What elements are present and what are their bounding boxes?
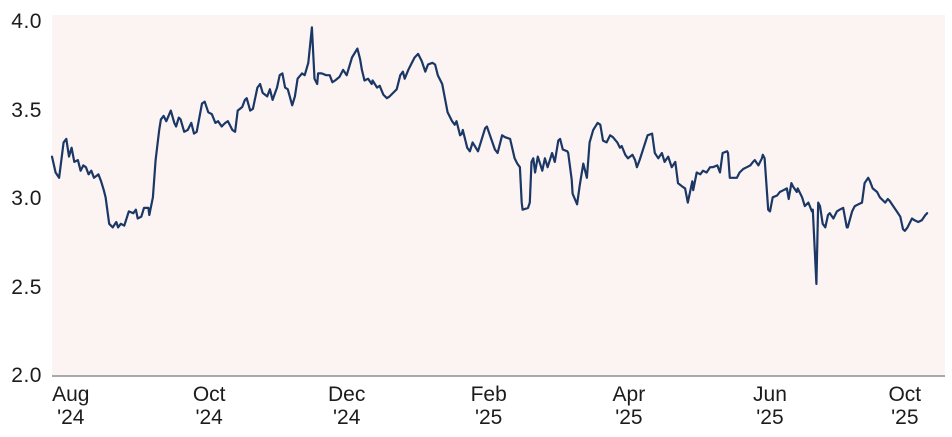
x-tick-year: '24 xyxy=(57,406,85,429)
x-tick-month: Oct xyxy=(888,383,922,406)
x-tick-year: '24 xyxy=(195,406,223,429)
y-tick-label: 2.0 xyxy=(11,364,42,387)
x-tick-year: '25 xyxy=(756,406,784,429)
x-tick-label: Dec '24 xyxy=(305,383,389,429)
x-tick-month: Jun xyxy=(753,383,787,406)
y-tick-label: 2.5 xyxy=(11,275,42,299)
series-svg xyxy=(50,26,929,286)
x-tick-month: Apr xyxy=(612,383,646,406)
y-tick-label: 3.5 xyxy=(11,98,42,122)
plot-area xyxy=(52,15,945,376)
x-tick-year: '25 xyxy=(474,406,503,429)
x-tick-month: Feb xyxy=(470,383,507,406)
x-tick-label: Feb '25 xyxy=(447,383,531,429)
y-tick-label: 4.0 xyxy=(11,10,42,34)
x-tick-month: Aug xyxy=(52,383,90,406)
x-tick-month: Dec xyxy=(328,383,366,406)
x-tick-year: '25 xyxy=(891,406,919,429)
x-tick-label: Oct '24 xyxy=(167,383,251,429)
yield-line xyxy=(50,26,929,286)
x-tick-label: Jun '25 xyxy=(728,383,812,429)
x-tick-label: Oct '25 xyxy=(863,383,947,429)
y-tick-label: 3.0 xyxy=(11,187,42,211)
x-tick-month: Oct xyxy=(192,383,226,406)
x-tick-year: '25 xyxy=(615,406,643,429)
x-tick-year: '24 xyxy=(333,406,361,429)
x-tick-label: Apr '25 xyxy=(587,383,671,429)
x-axis-line xyxy=(52,375,945,377)
x-tick-label: Aug '24 xyxy=(29,383,113,429)
